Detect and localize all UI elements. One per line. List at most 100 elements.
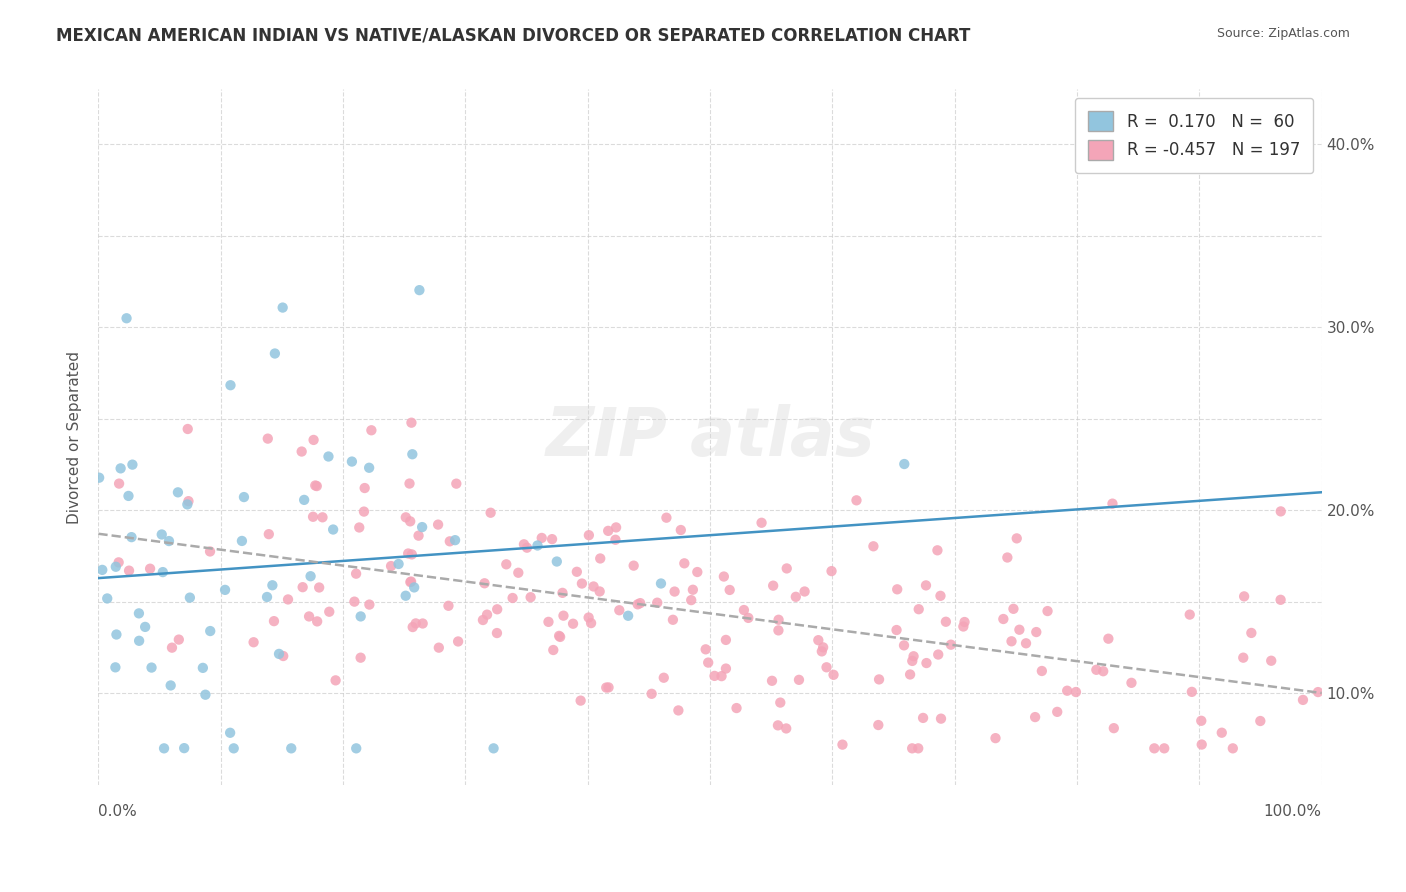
Point [710,669,733,683]
Point [214,582,236,597]
Point [299,569,322,583]
Point [1270,504,1292,518]
Point [304,478,326,492]
Point [408,283,430,297]
Point [96,591,118,606]
Point [318,605,340,619]
Point [831,738,853,752]
Point [553,608,575,623]
Point [666,703,689,717]
Point [886,623,908,637]
Point [893,457,915,471]
Point [761,673,783,688]
Point [650,576,672,591]
Point [751,516,773,530]
Point [562,616,585,631]
Point [1025,625,1047,640]
Point [198,544,221,558]
Point [787,673,810,687]
Point [159,678,181,692]
Point [173,741,195,756]
Point [1143,741,1166,756]
Point [437,599,460,613]
Point [655,510,678,524]
Point [526,539,548,553]
Point [1292,693,1315,707]
Point [565,565,588,579]
Point [703,669,725,683]
Point [516,541,538,555]
Point [766,718,789,732]
Point [115,311,138,326]
Point [762,579,785,593]
Point [307,615,329,629]
Point [935,615,957,629]
Point [305,479,328,493]
Point [669,523,692,537]
Point [311,510,333,524]
Point [682,582,704,597]
Point [725,701,748,715]
Text: MEXICAN AMERICAN INDIAN VS NATIVE/ALASKAN DIVORCED OR SEPARATED CORRELATION CHAR: MEXICAN AMERICAN INDIAN VS NATIVE/ALASKA… [56,27,970,45]
Point [344,741,367,756]
Point [439,534,461,549]
Point [200,624,222,638]
Point [380,559,402,574]
Point [929,712,952,726]
Point [1046,705,1069,719]
Point [915,578,938,592]
Point [395,510,418,524]
Point [128,633,150,648]
Text: Source: ZipAtlas.com: Source: ZipAtlas.com [1216,27,1350,40]
Point [447,634,470,648]
Point [548,630,571,644]
Point [219,725,242,739]
Point [108,476,131,491]
Point [141,660,163,674]
Point [271,648,294,663]
Point [474,576,496,591]
Point [578,528,600,542]
Point [686,565,709,579]
Point [401,548,423,562]
Point [104,559,127,574]
Point [402,620,425,634]
Point [233,490,256,504]
Point [569,693,592,707]
Point [256,432,278,446]
Point [893,639,915,653]
Y-axis label: Divorced or Separated: Divorced or Separated [67,351,83,524]
Point [598,681,620,695]
Point [1121,676,1143,690]
Point [776,561,799,575]
Point [927,648,949,662]
Point [264,346,287,360]
Point [768,624,790,638]
Point [714,662,737,676]
Point [277,592,299,607]
Point [1015,636,1038,650]
Point [929,589,952,603]
Point [322,523,344,537]
Point [110,461,132,475]
Point [868,673,890,687]
Point [845,493,868,508]
Point [107,555,129,569]
Point [927,543,949,558]
Point [167,632,190,647]
Point [302,433,325,447]
Point [952,619,974,633]
Point [530,531,553,545]
Point [308,581,330,595]
Text: 100.0%: 100.0% [1264,805,1322,819]
Point [91,563,114,577]
Point [412,616,434,631]
Point [546,555,568,569]
Point [1092,664,1115,678]
Point [1002,602,1025,616]
Point [292,492,315,507]
Point [898,667,921,681]
Text: 0.0%: 0.0% [98,805,138,819]
Point [349,650,371,665]
Point [598,524,620,538]
